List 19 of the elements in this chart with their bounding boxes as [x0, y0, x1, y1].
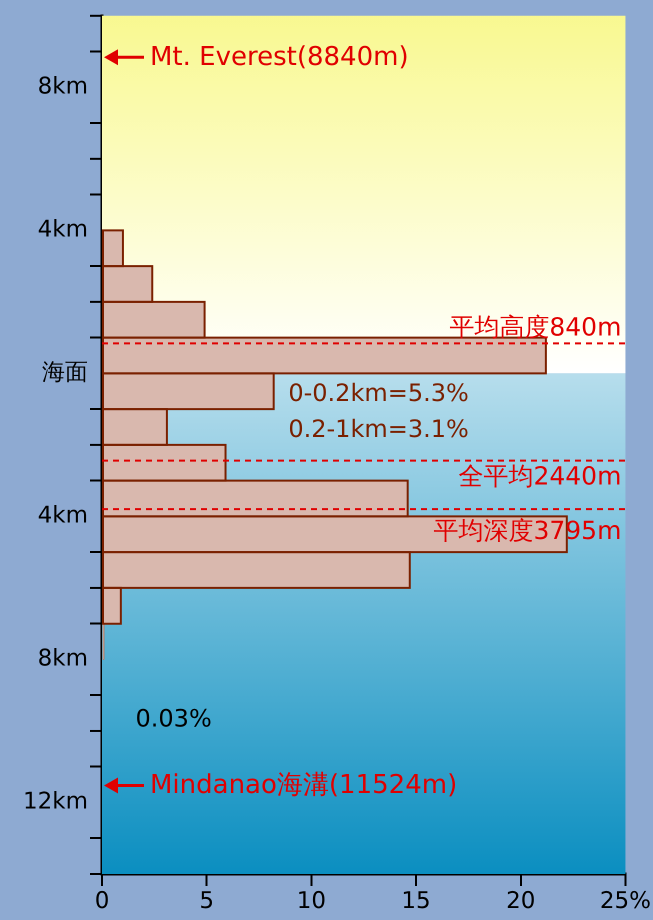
x-tick-label: 15 [401, 888, 431, 914]
annotation: Mt. Everest(8840m) [150, 42, 409, 72]
ref-line-label: 全平均2440m [458, 462, 622, 491]
annotation: 0-0.2km=5.3% [288, 379, 469, 408]
x-tick-label: 5 [199, 888, 214, 914]
y-tick-label: 12km [23, 788, 88, 814]
x-tick-label: 0 [94, 888, 110, 914]
annotation: Mindanao海溝(11524m) [150, 770, 458, 800]
y-tick-label: 8km [38, 645, 88, 672]
x-tick-label: 10 [296, 888, 326, 914]
ref-line-label: 平均高度840m [449, 312, 622, 342]
annotation: 0.03% [136, 704, 212, 732]
y-tick-label: 4km [38, 216, 88, 242]
x-tick-label: 20 [506, 888, 536, 914]
annotation: 0.2-1km=3.1% [288, 414, 469, 443]
y-tick-label: 海面 [42, 359, 88, 386]
x-tick-label: 25% [600, 888, 651, 914]
y-tick-label: 4km [38, 502, 88, 528]
y-tick-label: 8km [38, 73, 88, 100]
